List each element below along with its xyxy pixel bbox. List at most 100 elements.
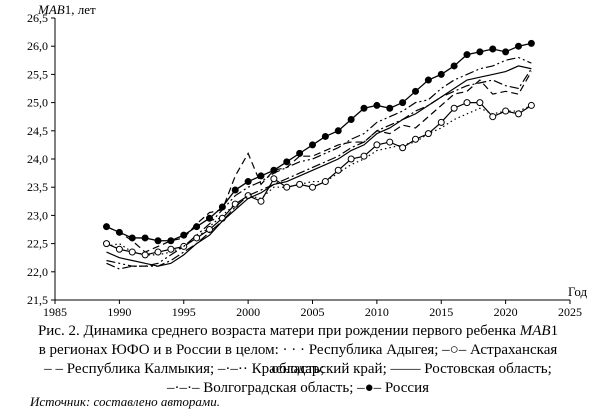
series-point-7 <box>476 48 484 56</box>
series-line-1 <box>106 104 532 256</box>
y-tick-label: 26,0 <box>27 39 48 53</box>
series-point-7 <box>206 214 213 222</box>
series-point-7 <box>257 172 265 180</box>
x-tick-label: 1985 <box>43 305 67 319</box>
series-point-2 <box>128 248 136 256</box>
series-point-2 <box>412 135 419 143</box>
series-point-2 <box>399 144 407 152</box>
series-point-7 <box>193 223 201 231</box>
series-point-2 <box>424 130 432 138</box>
series-point-2 <box>360 152 368 160</box>
x-tick-label: 2000 <box>236 305 260 319</box>
caption-line-4: –·–·– Волгоградская область; –●– Россия <box>166 380 430 396</box>
series-point-2 <box>283 183 291 191</box>
series-point-7 <box>128 234 136 242</box>
caption-text-1c: 1 <box>550 323 559 339</box>
y-tick-label: 24,5 <box>27 124 48 138</box>
series-point-7 <box>360 104 368 112</box>
series-point-2 <box>141 251 149 259</box>
series-point-7 <box>399 99 407 107</box>
x-tick-label: 1990 <box>107 305 131 319</box>
series-point-2 <box>154 248 162 256</box>
y-tick-label: 25,5 <box>27 67 48 81</box>
series-line-6 <box>106 68 532 270</box>
series-point-2 <box>386 138 394 146</box>
series-point-7 <box>218 203 226 211</box>
series-line-2 <box>106 101 532 256</box>
series-point-7 <box>309 141 316 149</box>
series-point-2 <box>296 180 304 188</box>
y-tick-label: 25,0 <box>27 96 48 110</box>
y-tick-label: 24,0 <box>27 152 48 166</box>
series-point-2 <box>231 200 239 208</box>
series-line-3 <box>106 71 532 253</box>
series-point-7 <box>231 186 239 194</box>
series-point-7 <box>424 76 432 84</box>
x-tick-label: 2025 <box>558 305 582 319</box>
series-point-7 <box>373 101 381 109</box>
x-tick-label: 2020 <box>494 305 518 319</box>
line-chart: 21,5 22,0 22,5 23,0 23,5 24,0 24,5 25,0 25,5 26,0… <box>27 2 587 319</box>
series-point-2 <box>437 118 445 126</box>
series-point-7 <box>463 51 471 59</box>
x-tick-label: 1995 <box>172 305 196 319</box>
series-point-2 <box>334 166 342 174</box>
series-point-7 <box>141 234 149 242</box>
series-point-7 <box>347 116 355 124</box>
series-point-2 <box>257 197 265 205</box>
y-tick-label: 23,5 <box>27 180 48 194</box>
series-point-2 <box>502 107 510 115</box>
series-line-7 <box>106 42 532 242</box>
y-tick-label: 22,5 <box>27 237 48 251</box>
caption-text-1b: MAB <box>519 323 551 339</box>
series-point-7 <box>489 45 497 53</box>
series-point-2 <box>515 110 522 118</box>
series-point-7 <box>412 87 419 95</box>
caption-line-3: – – Республика Калмыкия; –·–·· Краснодар… <box>44 361 552 377</box>
series-point-7 <box>502 48 510 56</box>
series-point-7 <box>296 149 304 157</box>
series-point-7 <box>115 228 123 236</box>
series-point-7 <box>386 104 394 112</box>
series-point-2 <box>373 141 381 149</box>
series-point-2 <box>450 104 458 112</box>
series-point-7 <box>154 237 162 245</box>
x-tick-label: 2015 <box>429 305 453 319</box>
y-tick-label: 26,5 <box>27 11 48 25</box>
series-point-2 <box>347 155 355 163</box>
series-point-7 <box>283 158 291 166</box>
caption-line-2: в регионах ЮФО и в России в целом: · · ·… <box>38 342 558 377</box>
series-point-7 <box>450 62 458 70</box>
series-point-2 <box>321 178 329 186</box>
series-point-2 <box>463 99 471 107</box>
series-point-2 <box>489 113 497 121</box>
y-tick-label: 21,5 <box>27 293 48 307</box>
y-tick-label: 22,0 <box>27 265 48 279</box>
series-point-2 <box>115 245 123 253</box>
series-point-2 <box>527 101 535 109</box>
y-axis-label: MAB1, лет <box>37 2 96 17</box>
series-point-7 <box>321 132 329 140</box>
series-point-2 <box>167 245 175 253</box>
series-point-7 <box>270 166 278 174</box>
series-point-2 <box>476 99 484 107</box>
series-point-7 <box>244 178 252 186</box>
series-point-7 <box>334 127 342 135</box>
source-note: Источник: составлено авторами. <box>30 394 220 409</box>
series-line-5 <box>106 65 532 267</box>
x-tick-label: 2005 <box>301 305 325 319</box>
series-point-2 <box>103 240 110 248</box>
series-point-2 <box>193 234 201 242</box>
x-tick-label: 2010 <box>365 305 389 319</box>
series-point-7 <box>167 237 175 245</box>
caption-line-1: Рис. 2. Динамика среднего возраста матер… <box>18 322 578 341</box>
series-point-7 <box>180 231 188 239</box>
x-axis-label: Год <box>568 284 587 299</box>
series-point-2 <box>270 175 278 183</box>
series-point-2 <box>309 183 316 191</box>
y-tick-label: 23,0 <box>27 208 48 222</box>
series-point-7 <box>527 39 535 47</box>
series-point-7 <box>103 223 110 231</box>
series-line-4 <box>106 56 532 267</box>
